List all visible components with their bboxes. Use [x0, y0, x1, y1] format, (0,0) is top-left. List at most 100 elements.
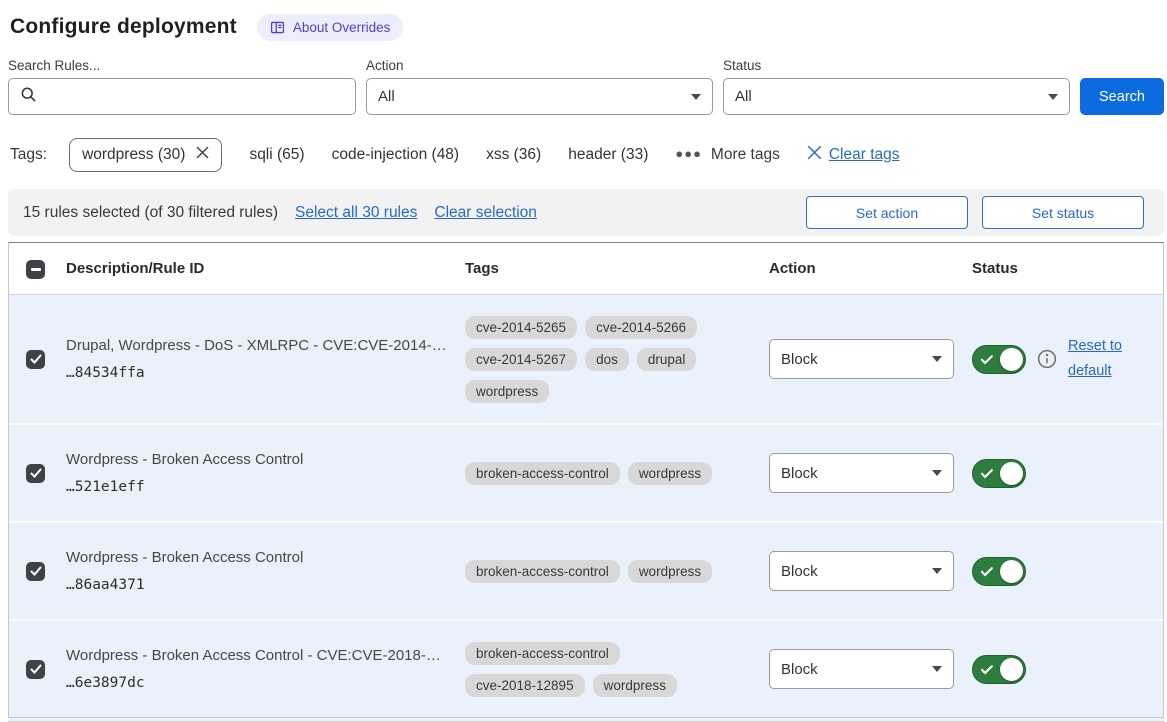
rule-description: Drupal, Wordpress - DoS - XMLRPC - CVE:C…	[66, 337, 447, 354]
rule-status-toggle[interactable]	[972, 458, 1026, 488]
rule-action-value: Block	[781, 464, 818, 482]
check-icon	[30, 664, 41, 674]
chevron-down-icon	[1048, 93, 1058, 100]
tag-pill: wordpress	[592, 673, 677, 697]
row-checkbox[interactable]	[26, 659, 45, 679]
table-row: Wordpress - Broken Access Control …521e1…	[9, 423, 1163, 521]
status-filter-field: Status All	[723, 58, 1070, 115]
tag-pill: wordpress	[465, 379, 550, 403]
search-input[interactable]	[45, 87, 344, 106]
check-icon	[981, 354, 993, 365]
rule-description: Wordpress - Broken Access Control	[66, 451, 304, 468]
check-icon	[30, 354, 41, 364]
clear-tags-link[interactable]: Clear tags	[807, 145, 900, 165]
tag-code-injection[interactable]: code-injection (48)	[331, 146, 460, 163]
rule-description: Wordpress - Broken Access Control - CVE:…	[66, 647, 441, 664]
tag-pill: wordpress	[627, 461, 713, 485]
tags-bar: Tags: wordpress (30) sqli (65) code-inje…	[10, 137, 1164, 173]
column-status: Status	[972, 260, 1018, 277]
tag-sqli[interactable]: sqli (65)	[249, 146, 305, 163]
rule-id: …86aa4371	[66, 577, 145, 593]
search-label: Search Rules...	[8, 58, 101, 73]
column-action: Action	[769, 260, 816, 277]
book-icon	[270, 20, 285, 35]
row-checkbox[interactable]	[26, 561, 45, 581]
rule-action-value: Block	[781, 350, 818, 368]
tags-label: Tags:	[10, 146, 48, 163]
status-filter-select[interactable]: All	[723, 78, 1070, 115]
rule-tags: broken-access-control wordpress	[455, 552, 759, 591]
rule-tags: broken-access-control cve-2018-12895 wordp…	[455, 634, 759, 705]
info-icon[interactable]	[1037, 349, 1057, 369]
rule-description: Wordpress - Broken Access Control	[66, 549, 304, 566]
tag-xss[interactable]: xss (36)	[486, 146, 542, 163]
check-icon	[30, 468, 41, 478]
check-icon	[30, 566, 41, 576]
action-filter-select[interactable]: All	[366, 78, 713, 115]
set-status-button[interactable]: Set status	[982, 196, 1144, 229]
table-row: Wordpress - Broken Access Control - CVE:…	[9, 619, 1163, 717]
rule-id: …84534ffa	[66, 365, 145, 381]
chevron-down-icon	[691, 93, 701, 100]
status-filter-label: Status	[723, 58, 762, 73]
select-all-link[interactable]: Select all 30 rules	[295, 203, 418, 221]
status-filter-value: All	[735, 88, 752, 105]
select-all-checkbox[interactable]	[26, 260, 45, 280]
toggle-knob	[1000, 559, 1023, 583]
set-action-button[interactable]: Set action	[806, 196, 968, 229]
close-icon[interactable]	[196, 146, 209, 164]
selected-tag-label: wordpress (30)	[82, 146, 186, 163]
search-button[interactable]: Search	[1080, 78, 1164, 115]
check-icon	[981, 664, 993, 675]
tag-pill: cve-2014-5266	[585, 315, 698, 339]
about-overrides-badge[interactable]: About Overrides	[256, 13, 404, 41]
search-field: Search Rules...	[8, 58, 356, 115]
toggle-knob	[1000, 347, 1023, 371]
rule-action-value: Block	[781, 660, 818, 678]
tag-pill: dos	[585, 347, 629, 371]
tag-pill: wordpress	[627, 559, 713, 583]
row-checkbox[interactable]	[26, 463, 45, 483]
rule-action-select[interactable]: Block	[769, 649, 954, 689]
bulk-buttons: Set action Set status	[806, 196, 1148, 229]
selection-summary: 15 rules selected (of 30 filtered rules)	[23, 203, 279, 221]
rule-action-select[interactable]: Block	[769, 551, 954, 591]
clear-tags-label: Clear tags	[828, 146, 900, 163]
toggle-knob	[1000, 461, 1023, 485]
close-icon	[807, 145, 822, 165]
row-checkbox[interactable]	[26, 349, 45, 369]
more-tags-label: More tags	[710, 146, 780, 163]
rule-action-select[interactable]: Block	[769, 453, 954, 493]
rule-action-select[interactable]: Block	[769, 339, 954, 379]
reset-to-default-link[interactable]: Reset to default	[1068, 338, 1122, 379]
rule-status-toggle[interactable]	[972, 344, 1026, 374]
rule-status-toggle[interactable]	[972, 654, 1026, 684]
clear-selection-link[interactable]: Clear selection	[434, 203, 537, 221]
check-icon	[981, 566, 993, 577]
more-tags-button[interactable]: ●●● More tags	[675, 146, 779, 164]
tag-pill: broken-access-control	[465, 559, 620, 583]
toggle-knob	[1000, 657, 1023, 681]
chevron-down-icon	[932, 666, 942, 672]
chevron-down-icon	[932, 568, 942, 574]
table-row: Drupal, Wordpress - DoS - XMLRPC - CVE:C…	[9, 295, 1163, 423]
page-header: Configure deployment About Overrides	[10, 12, 1164, 42]
check-icon	[981, 468, 993, 479]
minus-icon	[30, 268, 41, 271]
tag-pill: broken-access-control	[465, 641, 620, 665]
column-description: Description/Rule ID	[66, 260, 205, 277]
chevron-down-icon	[932, 356, 942, 362]
chevron-down-icon	[932, 470, 942, 476]
table-body: Drupal, Wordpress - DoS - XMLRPC - CVE:C…	[9, 295, 1163, 717]
rules-table: Description/Rule ID Tags Action Status D…	[8, 242, 1164, 717]
column-tags: Tags	[465, 260, 499, 277]
selected-tag-wordpress[interactable]: wordpress (30)	[69, 138, 223, 172]
rule-id: …521e1eff	[66, 479, 145, 495]
rule-tags: broken-access-control wordpress	[455, 454, 759, 493]
table-header: Description/Rule ID Tags Action Status	[9, 243, 1163, 295]
tag-pill: broken-access-control	[465, 461, 620, 485]
table-row: Wordpress - Broken Access Control …86aa4…	[9, 521, 1163, 619]
rule-status-toggle[interactable]	[972, 556, 1026, 586]
tag-header[interactable]: header (33)	[568, 146, 649, 163]
